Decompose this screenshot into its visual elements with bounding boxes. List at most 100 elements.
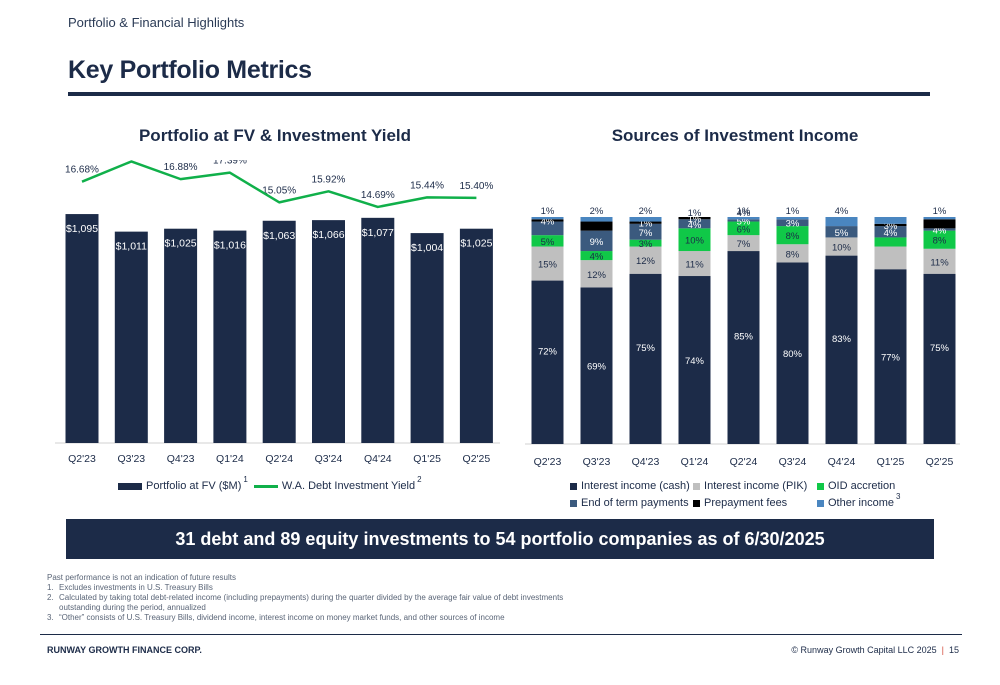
income-sources-chart: 72%15%5%4%1%Q2'2369%12%4%9%2%Q3'2375%12%… xyxy=(525,206,960,468)
segment-value-label: 83% xyxy=(832,334,852,345)
legend-item-prepayment: Prepayment fees xyxy=(693,497,817,509)
segment-interest-pik-1 xyxy=(580,260,613,288)
segment-value-label: 1% xyxy=(933,206,947,217)
footnote-item: 1. Excludes investments in U.S. Treasury … xyxy=(47,583,587,593)
segment-value-label: 85% xyxy=(734,332,754,343)
segment-value-label: 72% xyxy=(538,346,558,357)
x-tick-label: Q3'23 xyxy=(583,456,611,468)
bar-portfolio-4 xyxy=(262,220,296,443)
legend-label-oid: OID accretion xyxy=(827,480,896,492)
separator: | xyxy=(941,645,944,655)
segment-value-label: 1% xyxy=(737,206,751,217)
x-tick-label: Q1'25 xyxy=(413,453,441,465)
footnote-item: 2. Calculated by taking total debt-relate… xyxy=(47,593,587,613)
segment-interest-pik-3 xyxy=(678,251,711,277)
segment-value-label: 74% xyxy=(685,356,705,367)
portfolio-yield-chart: $1,095Q2'2316.68%$1,011Q3'2318.27%$1,025… xyxy=(55,160,500,465)
footnote-text: Calculated by taking total debt-related … xyxy=(59,593,564,612)
segment-value-label: 2% xyxy=(639,206,653,217)
segment-oid-8 xyxy=(923,230,956,249)
right-chart-legend: Interest income (cash) Interest income (… xyxy=(570,480,940,514)
segment-interest-cash-2 xyxy=(629,273,662,444)
segment-interest-cash-6 xyxy=(825,255,858,444)
legend-item-interest-pik: Interest income (PIK) xyxy=(693,480,817,492)
x-tick-label: Q4'23 xyxy=(632,456,660,468)
copyright-text: © Runway Growth Capital LLC 2025 xyxy=(791,645,937,655)
footnote-text: “Other” consists of U.S. Treasury Bills,… xyxy=(59,613,505,622)
yield-value-label: 14.69% xyxy=(361,190,395,201)
summary-banner: 31 debt and 89 equity investments to 54 … xyxy=(66,519,934,559)
swatch-interest-pik xyxy=(693,482,701,490)
segment-interest-cash-8 xyxy=(923,273,956,444)
segment-interest-pik-2 xyxy=(629,246,662,274)
segment-value-label: 6% xyxy=(737,224,751,235)
legend-item-other: Other income 3 xyxy=(816,492,940,509)
segment-value-label: 9% xyxy=(590,237,604,248)
segment-interest-cash-0 xyxy=(531,280,564,444)
swatch-prepayment xyxy=(693,499,701,507)
legend-label-prepayment: Prepayment fees xyxy=(704,497,788,509)
bar-value-label: $1,077 xyxy=(362,227,394,239)
segment-interest-pik-6 xyxy=(825,237,858,256)
section-label: Portfolio & Financial Highlights xyxy=(68,15,245,30)
segment-value-label: 4% xyxy=(835,206,849,217)
segment-end-of-term-4 xyxy=(727,219,760,222)
segment-other-5 xyxy=(776,217,809,220)
segment-interest-pik-5 xyxy=(776,244,809,263)
segment-other-8 xyxy=(923,217,956,220)
copyright: © Runway Growth Capital LLC 2025 | 15 xyxy=(791,645,959,655)
x-tick-label: Q2'25 xyxy=(463,453,491,465)
segment-oid-3 xyxy=(678,228,711,252)
segment-value-label: 5% xyxy=(835,228,849,239)
bar-portfolio-5 xyxy=(312,220,345,443)
segment-value-label: 5% xyxy=(737,216,751,227)
bar-portfolio-0 xyxy=(65,214,99,443)
footnote-number: 2. xyxy=(47,593,54,602)
segment-value-label: 12% xyxy=(587,270,607,281)
swatch-other xyxy=(816,499,824,507)
segment-prepayment-8 xyxy=(923,219,956,229)
legend-item-portfolio: Portfolio at FV ($M) 1 xyxy=(118,475,248,492)
bar-value-label: $1,025 xyxy=(460,238,492,250)
legend-item-interest-cash: Interest income (cash) xyxy=(570,480,693,492)
x-tick-label: Q3'23 xyxy=(117,453,145,465)
left-chart-legend: Portfolio at FV ($M) 1 W.A. Debt Investm… xyxy=(118,475,428,492)
segment-end-of-term-3 xyxy=(678,219,711,229)
segment-value-label: 1% xyxy=(688,214,702,225)
title-divider xyxy=(68,92,930,96)
swatch-interest-cash xyxy=(570,482,577,490)
segment-prepayment-0 xyxy=(531,219,564,222)
segment-value-label: 4% xyxy=(688,220,702,231)
segment-value-label: 3% xyxy=(786,219,800,230)
x-tick-label: Q2'23 xyxy=(68,453,96,465)
footnotes: Past performance is not an indication of… xyxy=(47,573,587,623)
segment-value-label: 8% xyxy=(786,231,800,242)
segment-value-label: 7% xyxy=(737,239,751,250)
x-tick-label: Q3'24 xyxy=(315,453,343,465)
segment-value-label: 3% xyxy=(639,239,653,250)
left-chart-title: Portfolio at FV & Investment Yield xyxy=(138,126,412,145)
bar-value-label: $1,004 xyxy=(411,242,443,254)
segment-value-label: 12% xyxy=(636,256,656,267)
segment-end-of-term-5 xyxy=(776,219,809,227)
bar-portfolio-3 xyxy=(213,230,247,443)
segment-oid-0 xyxy=(531,235,564,247)
segment-value-label: 10% xyxy=(832,243,852,254)
segment-value-label: 11% xyxy=(930,257,949,268)
yield-value-label: 15.05% xyxy=(262,185,296,196)
segment-value-label: 10% xyxy=(685,236,705,247)
x-tick-label: Q2'24 xyxy=(730,456,758,468)
footnote-ref-2: 2 xyxy=(417,474,422,484)
segment-prepayment-3 xyxy=(678,217,711,220)
segment-value-label: 8% xyxy=(933,236,947,247)
bar-portfolio-6 xyxy=(361,217,395,443)
x-tick-label: Q4'23 xyxy=(167,453,195,465)
x-tick-label: Q3'24 xyxy=(779,456,807,468)
segment-interest-cash-4 xyxy=(727,251,760,444)
segment-value-label: 4% xyxy=(737,208,751,219)
segment-value-label: 1% xyxy=(541,206,555,217)
bar-value-label: $1,011 xyxy=(116,241,147,253)
segment-value-label: 69% xyxy=(587,362,607,373)
segment-other-7 xyxy=(874,217,907,224)
segment-value-label: 77% xyxy=(881,353,901,364)
